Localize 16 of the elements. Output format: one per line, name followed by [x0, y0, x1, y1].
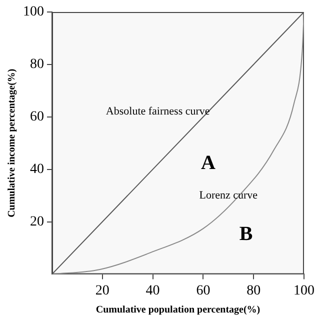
y-tick-label: 20 [30, 214, 44, 230]
x-tick-label: 100 [294, 283, 314, 298]
x-tick-label: 80 [246, 283, 261, 298]
y-tick-label: 60 [30, 110, 44, 125]
x-tick-label: 20 [95, 283, 110, 298]
x-axis-title: Cumulative population percentage(%) [96, 304, 260, 316]
x-tick-label: 60 [196, 283, 210, 298]
y-axis-title: Cumulative income percentage(%) [6, 68, 18, 218]
y-tick-label: 80 [30, 57, 44, 72]
y-tick-label: 40 [30, 162, 44, 177]
series-label: Lorenz curve [199, 189, 258, 202]
annotation: B [239, 223, 253, 246]
y-tick-label: 100 [23, 4, 44, 20]
x-tick-label: 40 [146, 283, 160, 298]
series-label: Absolute fairness curve [106, 106, 210, 118]
annotation: A [201, 152, 216, 174]
